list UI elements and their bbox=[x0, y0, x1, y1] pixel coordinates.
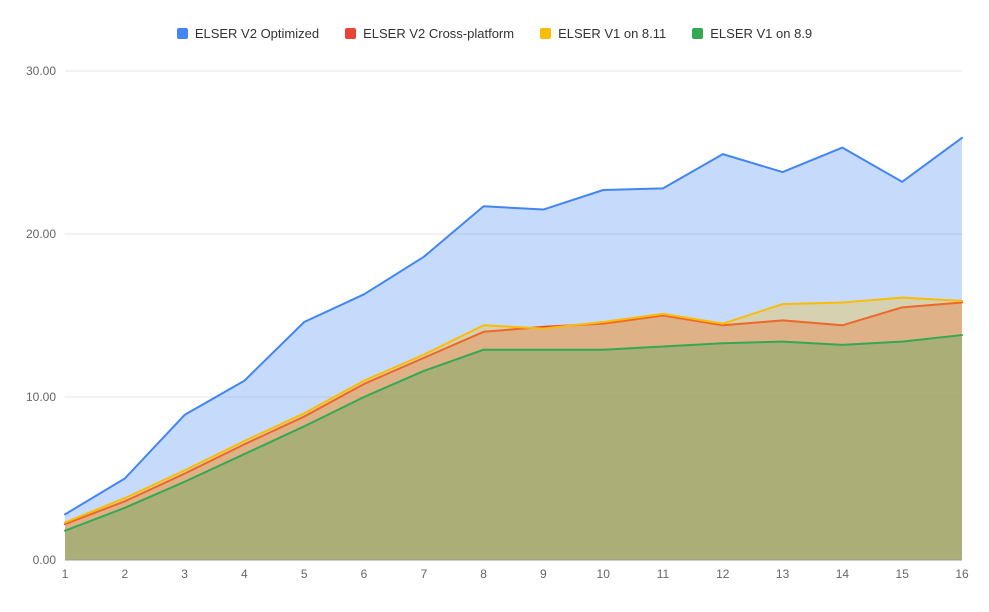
legend-label: ELSER V1 on 8.9 bbox=[710, 26, 813, 41]
svg-text:9: 9 bbox=[540, 567, 547, 581]
svg-text:14: 14 bbox=[836, 567, 850, 581]
svg-text:16: 16 bbox=[955, 567, 969, 581]
legend-label: ELSER V2 Optimized bbox=[194, 26, 320, 41]
svg-text:6: 6 bbox=[361, 567, 368, 581]
legend-item-elser-v1-on-8-9: ELSER V1 on 8.9 bbox=[692, 26, 812, 41]
svg-text:12: 12 bbox=[716, 567, 730, 581]
legend-item-elser-v2-cross-platform: ELSER V2 Cross-platform bbox=[345, 26, 514, 41]
legend-swatch-icon bbox=[540, 28, 552, 39]
svg-text:10: 10 bbox=[597, 567, 611, 581]
svg-text:11: 11 bbox=[657, 567, 670, 581]
svg-text:4: 4 bbox=[241, 567, 248, 581]
svg-text:7: 7 bbox=[420, 567, 427, 581]
svg-text:13: 13 bbox=[776, 567, 790, 581]
legend-item-elser-v2-optimized: ELSER V2 Optimized bbox=[176, 26, 320, 41]
svg-text:10.00: 10.00 bbox=[26, 390, 56, 404]
legend-label: ELSER V2 Cross-platform bbox=[363, 26, 515, 41]
svg-text:0.00: 0.00 bbox=[33, 553, 57, 567]
svg-text:5: 5 bbox=[301, 567, 308, 581]
svg-text:8: 8 bbox=[480, 567, 487, 581]
svg-text:2: 2 bbox=[121, 567, 128, 581]
legend-item-elser-v1-on-8-11: ELSER V1 on 8.11 bbox=[540, 26, 666, 41]
svg-text:1: 1 bbox=[62, 567, 69, 581]
legend-label: ELSER V1 on 8.11 bbox=[558, 26, 667, 41]
svg-text:3: 3 bbox=[181, 567, 188, 581]
legend-swatch-icon bbox=[345, 28, 357, 39]
legend-swatch-icon bbox=[176, 28, 188, 39]
svg-text:30.00: 30.00 bbox=[26, 64, 56, 78]
svg-text:20.00: 20.00 bbox=[26, 227, 56, 241]
chart-legend: ELSER V2 Optimized ELSER V2 Cross-platfo… bbox=[0, 26, 989, 41]
legend-swatch-icon bbox=[692, 28, 704, 39]
svg-text:15: 15 bbox=[896, 567, 910, 581]
